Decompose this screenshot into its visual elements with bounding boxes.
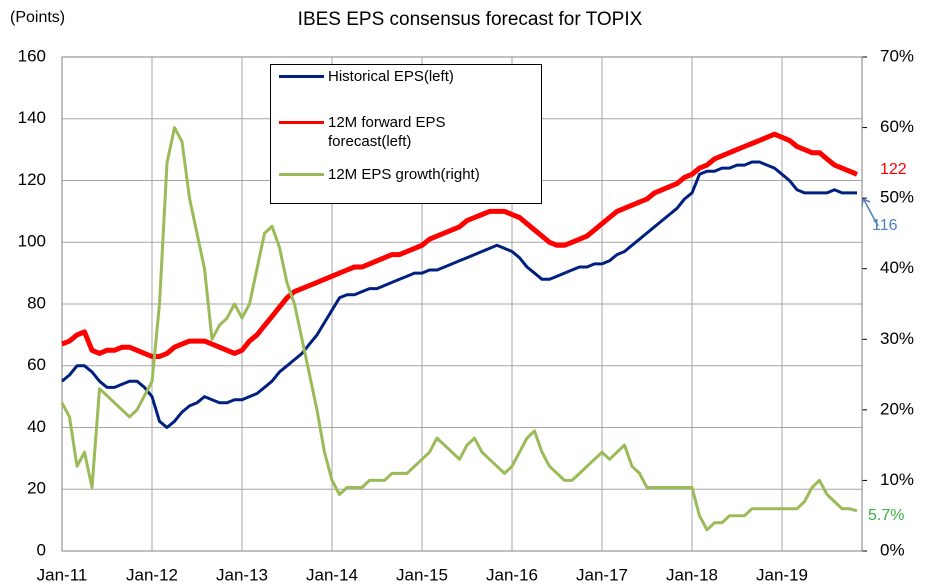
legend-label: Historical EPS(left) <box>328 68 454 85</box>
x-tick-label: Jan-11 <box>37 565 88 584</box>
y2-tick-label: 20% <box>880 399 914 418</box>
x-tick-label: Jan-12 <box>126 565 178 584</box>
y-tick-label: 0 <box>37 540 46 559</box>
x-tick-label: Jan-14 <box>306 565 358 584</box>
y-tick-label: 100 <box>18 232 46 251</box>
y2-tick-label: 60% <box>880 117 914 136</box>
legend-label: 12M EPS growth(right) <box>328 166 480 183</box>
x-tick-label: Jan-13 <box>216 565 268 584</box>
legend-swatch <box>279 121 324 124</box>
plot-border <box>61 56 863 552</box>
x-tick-label: Jan-18 <box>666 565 718 584</box>
y-tick-label: 60 <box>27 355 46 374</box>
legend-swatch <box>279 173 324 176</box>
legend-entry: 12M EPS growth(right) <box>271 165 528 184</box>
y2-tick-label: 50% <box>880 188 914 207</box>
y2-tick-label: 10% <box>880 470 914 489</box>
series-line <box>61 131 858 359</box>
series-line <box>60 126 858 532</box>
y2-tick-label: 30% <box>880 329 914 348</box>
y-tick-label: 140 <box>18 108 46 127</box>
y-tick-label: 160 <box>18 46 46 65</box>
legend: Historical EPS(left) 12M forward EPS fore… <box>270 64 542 204</box>
x-tick-label: Jan-17 <box>576 565 628 584</box>
legend-label: 12M forward EPS forecast(left) <box>328 114 446 150</box>
chart-title: IBES EPS consensus forecast for TOPIX <box>298 9 643 30</box>
y-tick-label: 120 <box>18 170 46 189</box>
x-tick-label: Jan-19 <box>756 565 808 584</box>
y-tick-label: 20 <box>27 479 46 498</box>
y-tick-label: 80 <box>27 293 46 312</box>
x-tick-label: Jan-15 <box>396 565 448 584</box>
series-line <box>61 160 857 429</box>
y-axis-label: (Points) <box>10 9 65 26</box>
legend-entry: Historical EPS(left) <box>271 67 528 86</box>
y2-tick-label: 0% <box>880 540 905 559</box>
annotation: 5.7% <box>868 507 904 524</box>
y-tick-label: 40 <box>27 417 46 436</box>
y2-tick-label: 70% <box>880 46 914 65</box>
annotation: 122 <box>880 161 907 178</box>
y2-tick-label: 40% <box>880 258 914 277</box>
legend-entry: 12M forward EPS forecast(left) <box>271 113 478 151</box>
annotation-arrow <box>863 199 879 227</box>
x-tick-label: Jan-16 <box>486 565 538 584</box>
legend-swatch <box>279 75 324 78</box>
annotation: 116 <box>872 217 898 234</box>
